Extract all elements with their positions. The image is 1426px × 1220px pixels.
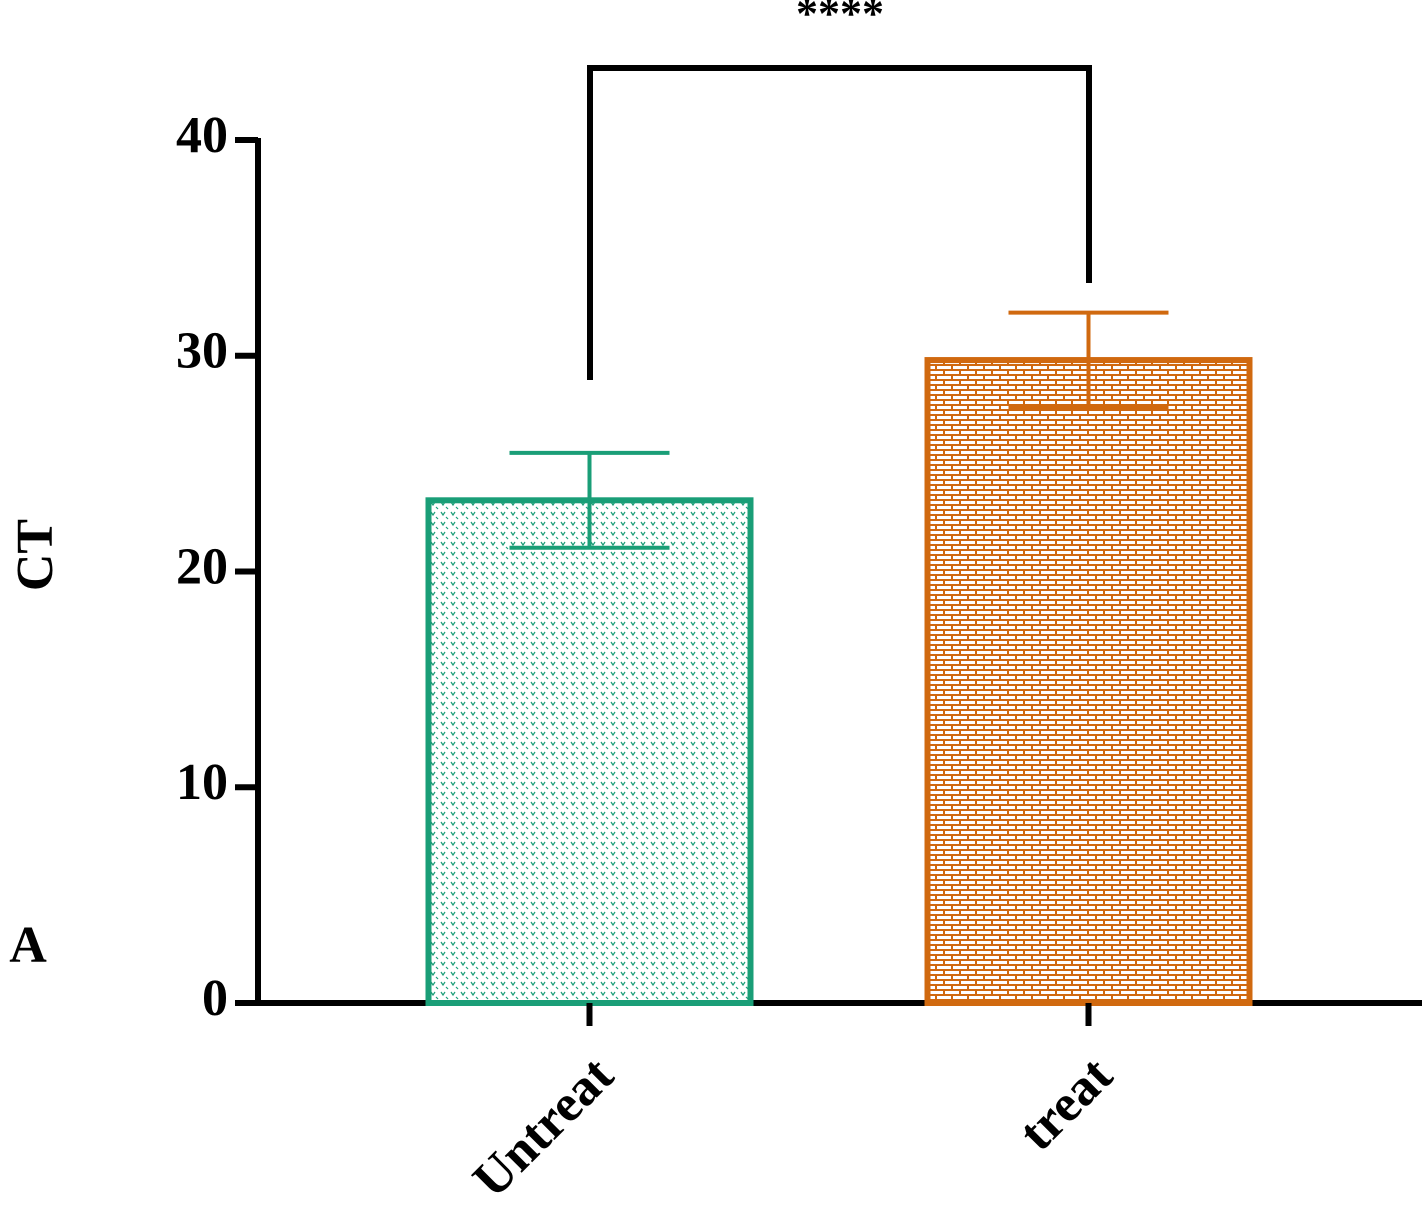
y-tick-label: 40	[176, 107, 228, 164]
bar	[425, 497, 754, 1006]
y-axis-label: CT	[7, 519, 64, 591]
bar	[924, 357, 1253, 1006]
y-tick-label: 10	[176, 754, 228, 811]
x-tick-label: treat	[1008, 1046, 1124, 1162]
significance-bracket	[587, 65, 1092, 380]
significance-label: ****	[796, 0, 884, 38]
panel-label: A	[9, 917, 47, 974]
y-tick-label: 30	[176, 323, 228, 380]
y-tick-label: 0	[202, 970, 228, 1027]
x-tick-label: Untreat	[462, 1046, 625, 1209]
y-tick-label: 20	[176, 538, 228, 595]
